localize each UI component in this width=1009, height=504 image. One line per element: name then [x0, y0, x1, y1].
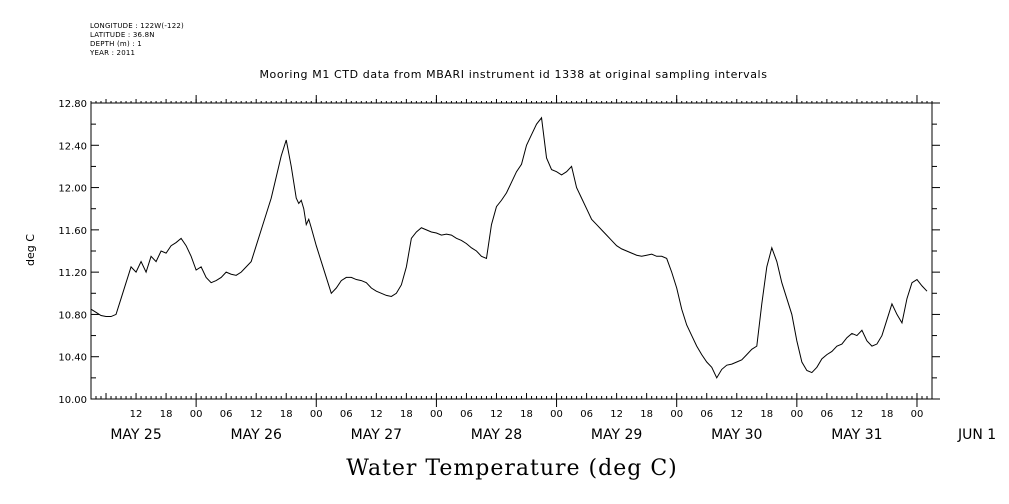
x-tick-label: 12: [851, 409, 864, 420]
x-tick-label: 00: [790, 409, 803, 420]
x-tick-label: 06: [340, 409, 353, 420]
x-tick-label: 18: [520, 409, 533, 420]
x-tick-label: 12: [730, 409, 743, 420]
x-tick-label: 00: [430, 409, 443, 420]
x-tick-label: 18: [280, 409, 293, 420]
plot-frame: [90, 102, 933, 400]
y-tick-label: 11.20: [58, 268, 87, 279]
x-tick-label: 00: [310, 409, 323, 420]
x-tick-label: 00: [550, 409, 563, 420]
x-tick-label: 12: [250, 409, 263, 420]
x-tick-label: 00: [670, 409, 683, 420]
metadata-block: LONGITUDE : 122W(-122) LATITUDE : 36.8N …: [90, 22, 184, 58]
date-label: JUN 1: [957, 427, 996, 443]
y-tick-label: 12.40: [58, 141, 87, 152]
x-tick-label: 06: [580, 409, 593, 420]
x-tick-label: 12: [610, 409, 623, 420]
y-axis-label: deg C: [24, 234, 37, 266]
depth-label: DEPTH (m) : 1: [90, 40, 142, 48]
x-tick-label: 00: [911, 409, 924, 420]
x-tick-label: 18: [881, 409, 894, 420]
x-tick-label: 18: [640, 409, 653, 420]
x-tick-label: 18: [400, 409, 413, 420]
x-tick-label: 06: [220, 409, 233, 420]
date-label: MAY 28: [471, 427, 522, 443]
y-tick-label: 10.00: [58, 395, 87, 406]
x-tick-label: 18: [760, 409, 773, 420]
y-tick-label: 12.00: [58, 184, 87, 195]
y-axis: 10.00 10.40 10.80 11.20 11.60 12.00 12.40 12.80: [58, 99, 940, 406]
x-tick-label: 12: [490, 409, 503, 420]
x-axis: 12 18 00 06 12 18 00 06 12 18 00 06 12 18 00 06 12 18 00 06…: [90, 95, 933, 420]
date-label: MAY 26: [231, 427, 282, 443]
x-tick-label: 12: [130, 409, 143, 420]
date-label: MAY 25: [110, 427, 161, 443]
x-tick-label: 00: [190, 409, 203, 420]
chart-subtitle: Mooring M1 CTD data from MBARI instrumen…: [259, 68, 768, 81]
date-label: MAY 27: [351, 427, 402, 443]
y-tick-label: 11.60: [58, 226, 87, 237]
date-label: MAY 31: [831, 427, 882, 443]
y-tick-label: 12.80: [58, 99, 87, 110]
x-tick-label: 06: [700, 409, 713, 420]
temperature-series-line: [90, 116, 928, 379]
year-label: YEAR : 2011: [90, 49, 136, 57]
chart-title: Water Temperature (deg C): [346, 456, 678, 481]
latitude-label: LATITUDE : 36.8N: [90, 31, 155, 39]
date-label: MAY 30: [711, 427, 762, 443]
x-tick-label: 18: [160, 409, 173, 420]
x-tick-label: 06: [460, 409, 473, 420]
y-tick-label: 10.40: [58, 353, 87, 364]
x-tick-label: 06: [821, 409, 834, 420]
date-labels: MAY 25 MAY 26 MAY 27 MAY 28 MAY 29 MAY 30 MAY …: [110, 427, 996, 443]
longitude-label: LONGITUDE : 122W(-122): [90, 22, 184, 30]
date-label: MAY 29: [591, 427, 642, 443]
x-tick-label: 12: [370, 409, 383, 420]
y-tick-label: 10.80: [58, 310, 87, 321]
